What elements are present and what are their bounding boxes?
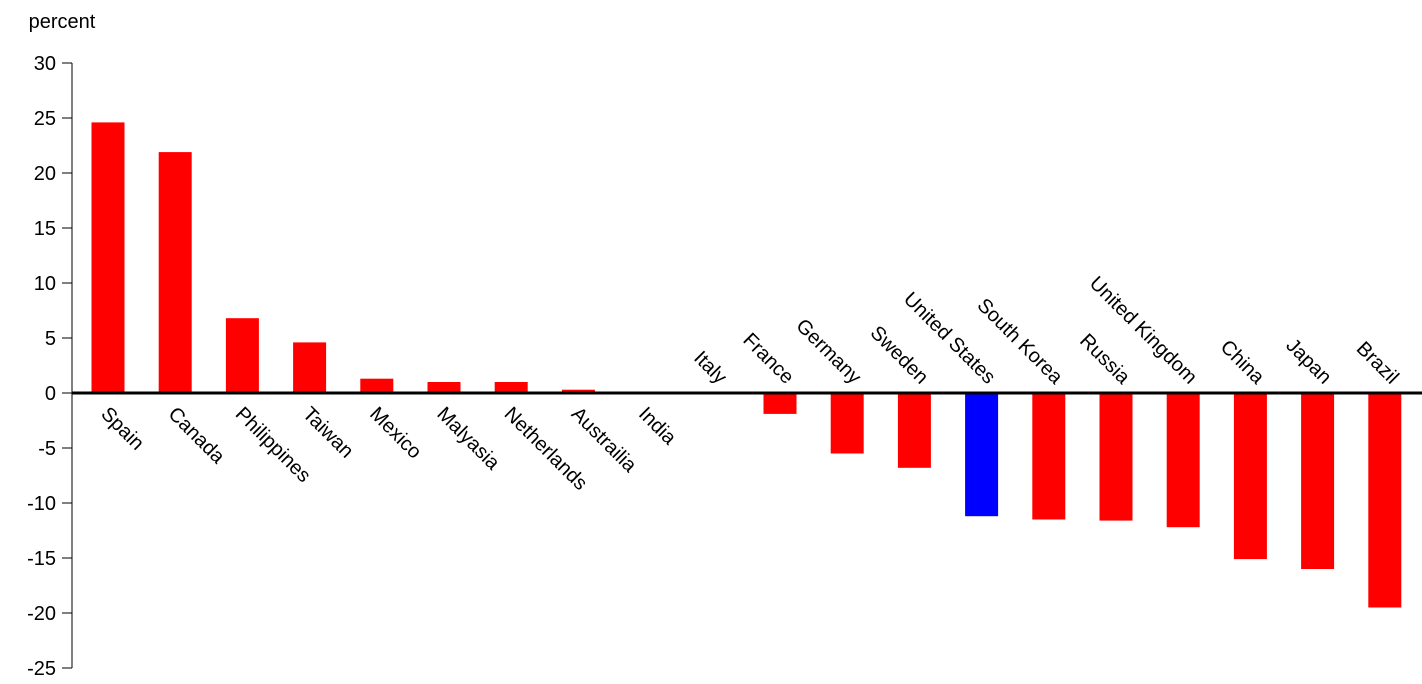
bar bbox=[293, 342, 327, 393]
y-tick-label: -20 bbox=[27, 603, 56, 625]
bar bbox=[494, 382, 528, 393]
bar bbox=[897, 393, 931, 468]
x-tick-label: Taiwan bbox=[298, 403, 358, 463]
bar bbox=[1301, 393, 1335, 569]
bar bbox=[763, 393, 797, 414]
x-tick-label: China bbox=[1216, 336, 1269, 389]
bar bbox=[360, 378, 394, 393]
x-tick-label: India bbox=[634, 403, 681, 450]
bar bbox=[830, 393, 864, 454]
x-tick-label: Russia bbox=[1075, 330, 1134, 389]
y-tick-label: -15 bbox=[27, 548, 56, 570]
y-tick-label: 0 bbox=[45, 383, 56, 405]
bar bbox=[1233, 393, 1267, 560]
y-axis-label: percent bbox=[29, 11, 96, 33]
y-tick-label: -10 bbox=[27, 493, 56, 515]
x-tick-label: Italy bbox=[689, 347, 730, 388]
y-tick-label: 30 bbox=[34, 53, 56, 75]
y-tick-label: 10 bbox=[34, 273, 56, 295]
bar bbox=[158, 152, 192, 393]
x-tick-label: France bbox=[738, 329, 798, 389]
y-tick-label: 20 bbox=[34, 163, 56, 185]
x-tick-label: Germany bbox=[792, 315, 866, 389]
x-tick-label: Japan bbox=[1282, 334, 1336, 388]
x-tick-label: Brazil bbox=[1352, 338, 1403, 389]
bar bbox=[1099, 393, 1133, 521]
bar bbox=[427, 382, 461, 393]
y-tick-label: 5 bbox=[45, 328, 56, 350]
x-tick-label: Malyasia bbox=[432, 403, 504, 475]
y-tick-label: -25 bbox=[27, 658, 56, 679]
bar bbox=[1166, 393, 1200, 528]
y-tick-label: -5 bbox=[38, 438, 56, 460]
bar bbox=[561, 389, 595, 393]
y-tick-label: 25 bbox=[34, 108, 56, 130]
x-tick-label: Spain bbox=[96, 403, 148, 455]
bar bbox=[1032, 393, 1066, 520]
y-tick-label: 15 bbox=[34, 218, 56, 240]
x-tick-label: Mexico bbox=[365, 403, 425, 463]
bar bbox=[1368, 393, 1402, 608]
bar bbox=[965, 393, 999, 517]
bar bbox=[91, 122, 125, 394]
x-tick-label: Canada bbox=[164, 403, 230, 469]
x-tick-label: Sweden bbox=[866, 322, 933, 389]
bar bbox=[225, 318, 259, 393]
